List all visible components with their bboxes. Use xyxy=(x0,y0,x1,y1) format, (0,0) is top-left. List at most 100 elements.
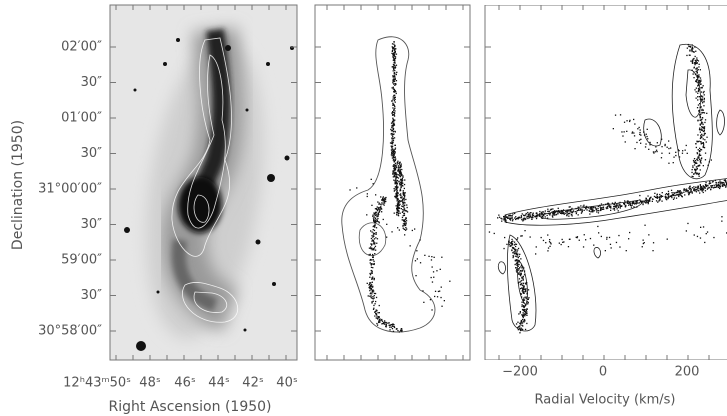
dot xyxy=(518,278,521,280)
dot xyxy=(394,96,396,99)
dot xyxy=(698,151,701,153)
dot xyxy=(488,231,491,233)
dot xyxy=(700,136,702,139)
dot xyxy=(600,207,602,209)
dot xyxy=(569,206,571,208)
dot xyxy=(372,255,374,257)
dot xyxy=(523,308,525,311)
dot xyxy=(695,97,697,99)
dot xyxy=(658,199,661,201)
dot xyxy=(403,196,406,198)
dot xyxy=(705,181,707,184)
dot xyxy=(551,213,554,215)
dot xyxy=(522,285,524,287)
dot xyxy=(527,302,529,304)
dot xyxy=(547,210,549,212)
dot xyxy=(393,166,395,168)
dot xyxy=(510,218,512,220)
dot xyxy=(577,209,580,211)
dot xyxy=(394,60,396,62)
dot xyxy=(619,246,621,248)
dot xyxy=(535,217,538,220)
dot xyxy=(396,197,398,199)
dot xyxy=(441,256,443,258)
dot xyxy=(394,165,396,167)
dot xyxy=(701,86,703,89)
dot xyxy=(405,226,407,229)
dot xyxy=(397,227,399,229)
dot xyxy=(373,235,375,237)
x-axis-title: Right Ascension (1950) xyxy=(109,399,272,415)
dot xyxy=(395,158,397,160)
dot xyxy=(719,180,721,182)
dot xyxy=(618,234,620,237)
dot xyxy=(696,59,698,61)
dot xyxy=(646,201,648,203)
dot xyxy=(519,281,521,283)
dot xyxy=(395,177,397,179)
dot xyxy=(521,308,524,311)
dot xyxy=(593,244,595,246)
dot xyxy=(392,70,394,72)
dot xyxy=(701,188,703,191)
dot xyxy=(693,186,695,188)
dot xyxy=(509,219,512,221)
dot xyxy=(694,170,697,172)
dot xyxy=(393,167,396,170)
dot xyxy=(398,166,400,168)
dot xyxy=(372,234,375,236)
dot xyxy=(697,119,699,121)
dot xyxy=(515,255,517,257)
dot xyxy=(642,239,644,241)
dot xyxy=(695,172,697,174)
dot xyxy=(517,326,520,328)
dot xyxy=(699,158,701,161)
dot xyxy=(629,201,631,203)
dot xyxy=(390,154,393,156)
dot xyxy=(374,213,376,215)
dot xyxy=(697,87,700,90)
dot xyxy=(393,95,396,97)
dot xyxy=(673,156,675,158)
dot xyxy=(538,215,541,217)
dot xyxy=(402,225,404,227)
dot xyxy=(400,179,402,181)
dot xyxy=(575,211,578,213)
dot xyxy=(392,330,395,332)
dot xyxy=(400,171,402,173)
dot xyxy=(393,56,395,58)
dot xyxy=(393,78,395,80)
dot xyxy=(395,64,398,66)
dot xyxy=(597,205,599,207)
dot xyxy=(399,212,401,214)
dot xyxy=(374,292,377,295)
dot xyxy=(623,203,625,205)
dot xyxy=(518,255,520,257)
dot xyxy=(550,208,553,210)
dot xyxy=(367,295,369,297)
dot xyxy=(697,187,699,189)
dot xyxy=(526,308,528,310)
dot xyxy=(395,48,397,50)
x-tick-label: 44ˢ xyxy=(208,376,230,391)
dot xyxy=(395,187,397,189)
dot xyxy=(561,238,563,241)
dot xyxy=(528,297,530,299)
dot xyxy=(694,89,696,91)
dot xyxy=(701,112,703,114)
dot xyxy=(542,211,545,213)
dot xyxy=(698,82,700,84)
dot xyxy=(375,313,378,316)
dot xyxy=(691,44,693,46)
dot xyxy=(696,71,698,73)
dot xyxy=(519,312,521,314)
dot xyxy=(715,183,717,186)
dot xyxy=(673,197,675,199)
dot xyxy=(725,180,727,183)
dot xyxy=(449,280,451,282)
dot xyxy=(378,222,380,224)
dot xyxy=(396,161,398,164)
dot xyxy=(392,157,394,159)
dot xyxy=(701,188,704,190)
dot xyxy=(700,79,702,81)
